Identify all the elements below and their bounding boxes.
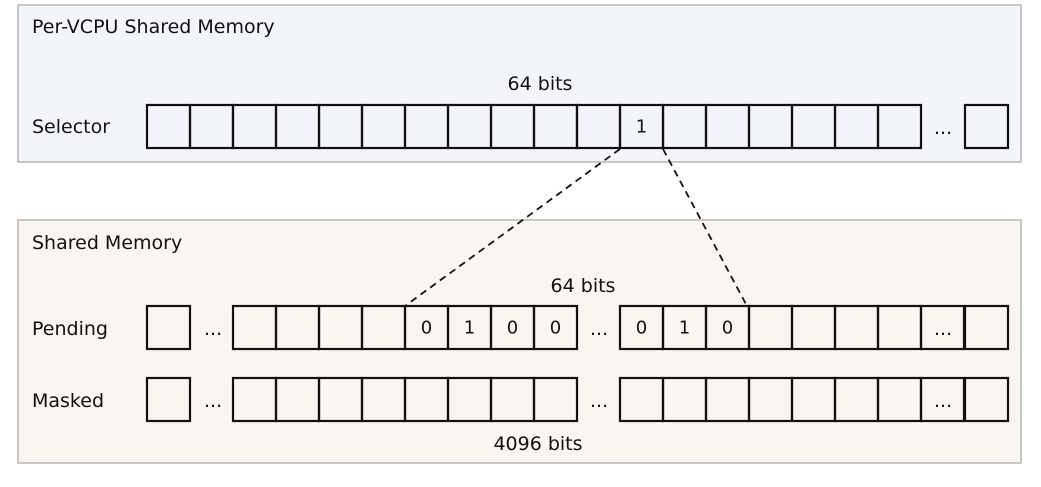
pending-ellipsis: ... — [934, 318, 952, 340]
masked-label: Masked — [32, 390, 104, 412]
masked-bit — [532, 376, 579, 423]
pending-row: ... 0 1 0 0... 0 1 0... — [145, 304, 1010, 351]
selector-bit — [876, 103, 923, 150]
pending-bit-value: 1 — [464, 318, 475, 339]
masked-bit-first — [145, 376, 192, 423]
shared-memory-panel — [17, 219, 1022, 464]
selector-bit-value: 1 — [636, 117, 647, 138]
pending-bit — [532, 304, 579, 351]
connector-line-left — [404, 148, 621, 307]
pending-bit-first — [145, 304, 192, 351]
selector-width-label: 64 bits — [508, 73, 573, 95]
pending-bit-value: 1 — [679, 318, 690, 339]
pending-label: Pending — [32, 318, 108, 340]
pending-bit-value: 0 — [550, 318, 561, 339]
shared-memory-size-label: 4096 bits — [493, 433, 582, 455]
connector-line-right — [662, 148, 748, 307]
pending-bit-last — [963, 304, 1010, 351]
pending-bit-value: 0 — [507, 318, 518, 339]
selector-label: Selector — [32, 116, 110, 138]
pending-ellipsis: ... — [204, 318, 222, 340]
selector-ellipsis: ... — [934, 117, 952, 139]
pending-bit-value: 0 — [636, 318, 647, 339]
shared-memory-panel-title: Shared Memory — [32, 232, 182, 254]
masked-ellipsis: ... — [590, 390, 608, 412]
pending-bit-value: 0 — [722, 318, 733, 339]
masked-bit-last — [963, 376, 1010, 423]
pending-ellipsis: ... — [590, 318, 608, 340]
per-vcpu-panel-title: Per-VCPU Shared Memory — [32, 16, 275, 38]
masked-ellipsis: ... — [204, 390, 222, 412]
pending-width-label: 64 bits — [551, 275, 616, 297]
selector-row: 1... — [145, 103, 1010, 150]
masked-row: ......... — [145, 376, 1010, 423]
per-vcpu-panel — [17, 4, 1022, 163]
masked-ellipsis: ... — [934, 390, 952, 412]
selector-bit-last — [963, 103, 1010, 150]
pending-bit-value: 0 — [421, 318, 432, 339]
